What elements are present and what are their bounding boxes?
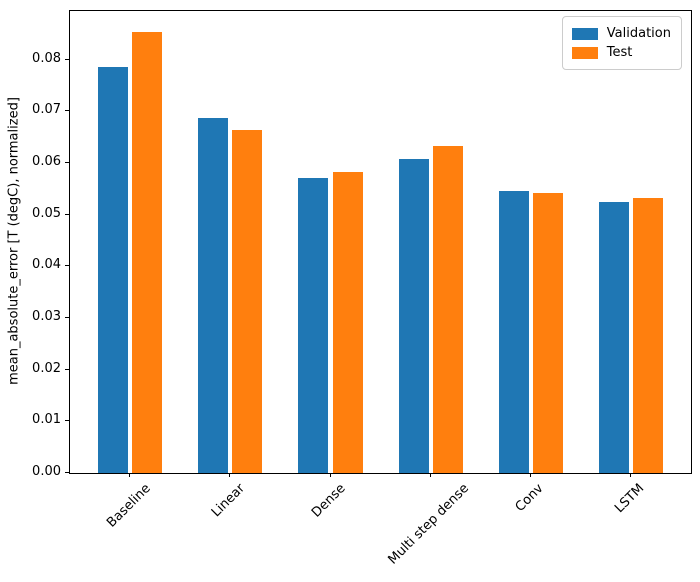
legend-item-test: Test — [571, 43, 671, 62]
y-axis-label: mean_absolute_error [T (degC), normalize… — [6, 97, 22, 385]
x-tick-mark — [429, 473, 431, 477]
bar-validation-baseline — [98, 67, 129, 473]
y-tick-mark — [65, 110, 69, 112]
legend: Validation Test — [561, 16, 682, 70]
y-tick-mark — [65, 420, 69, 422]
y-tick-label-0.07: 0.07 — [32, 102, 61, 118]
x-tick-label-dense: Dense — [309, 481, 349, 521]
x-tick-label-baseline: Baseline — [104, 481, 154, 531]
y-tick-mark — [65, 472, 69, 473]
y-tick-label-0.08: 0.08 — [32, 50, 61, 66]
y-tick-mark — [65, 213, 69, 215]
x-tick-mark — [229, 473, 231, 477]
bar-test-conv — [532, 192, 563, 473]
y-tick-mark — [65, 161, 69, 163]
x-tick-mark — [529, 473, 531, 477]
x-tick-mark — [629, 473, 631, 477]
bar-validation-multi-step-dense — [398, 159, 429, 473]
legend-swatch-test — [571, 46, 598, 59]
bar-test-dense — [332, 172, 363, 473]
y-tick-label-0.01: 0.01 — [32, 412, 61, 428]
y-tick-label-0.06: 0.06 — [32, 153, 61, 169]
bar-validation-lstm — [598, 202, 629, 473]
bar-test-linear — [232, 129, 263, 473]
y-tick-mark — [65, 265, 69, 267]
y-tick-label-0.05: 0.05 — [32, 205, 61, 221]
legend-item-validation: Validation — [571, 24, 671, 43]
bar-validation-linear — [198, 118, 229, 473]
bar-validation-dense — [298, 177, 329, 473]
legend-label: Validation — [606, 26, 671, 41]
x-tick-label-multi-step-dense: Multi step dense — [385, 481, 473, 568]
x-tick-mark — [129, 473, 131, 477]
x-tick-mark — [329, 473, 331, 477]
y-tick-label-0.03: 0.03 — [32, 309, 61, 324]
y-tick-label-0.04: 0.04 — [32, 257, 61, 273]
y-tick-mark — [65, 58, 69, 60]
y-tick-mark — [65, 368, 69, 370]
legend-swatch-validation — [571, 27, 598, 40]
y-tick-label-0.02: 0.02 — [32, 360, 61, 376]
bar-test-lstm — [632, 197, 663, 473]
legend-label: Test — [606, 45, 633, 60]
x-tick-label-lstm: LSTM — [611, 481, 648, 517]
x-tick-label-conv: Conv — [512, 481, 547, 515]
bar-test-multi-step-dense — [432, 145, 463, 473]
y-tick-label-0.00: 0.00 — [32, 464, 61, 479]
y-tick-mark — [65, 317, 69, 318]
bar-test-baseline — [132, 32, 163, 473]
bar-validation-conv — [498, 191, 529, 473]
plot-area: Validation Test — [69, 10, 692, 474]
x-tick-label-linear: Linear — [209, 481, 249, 521]
